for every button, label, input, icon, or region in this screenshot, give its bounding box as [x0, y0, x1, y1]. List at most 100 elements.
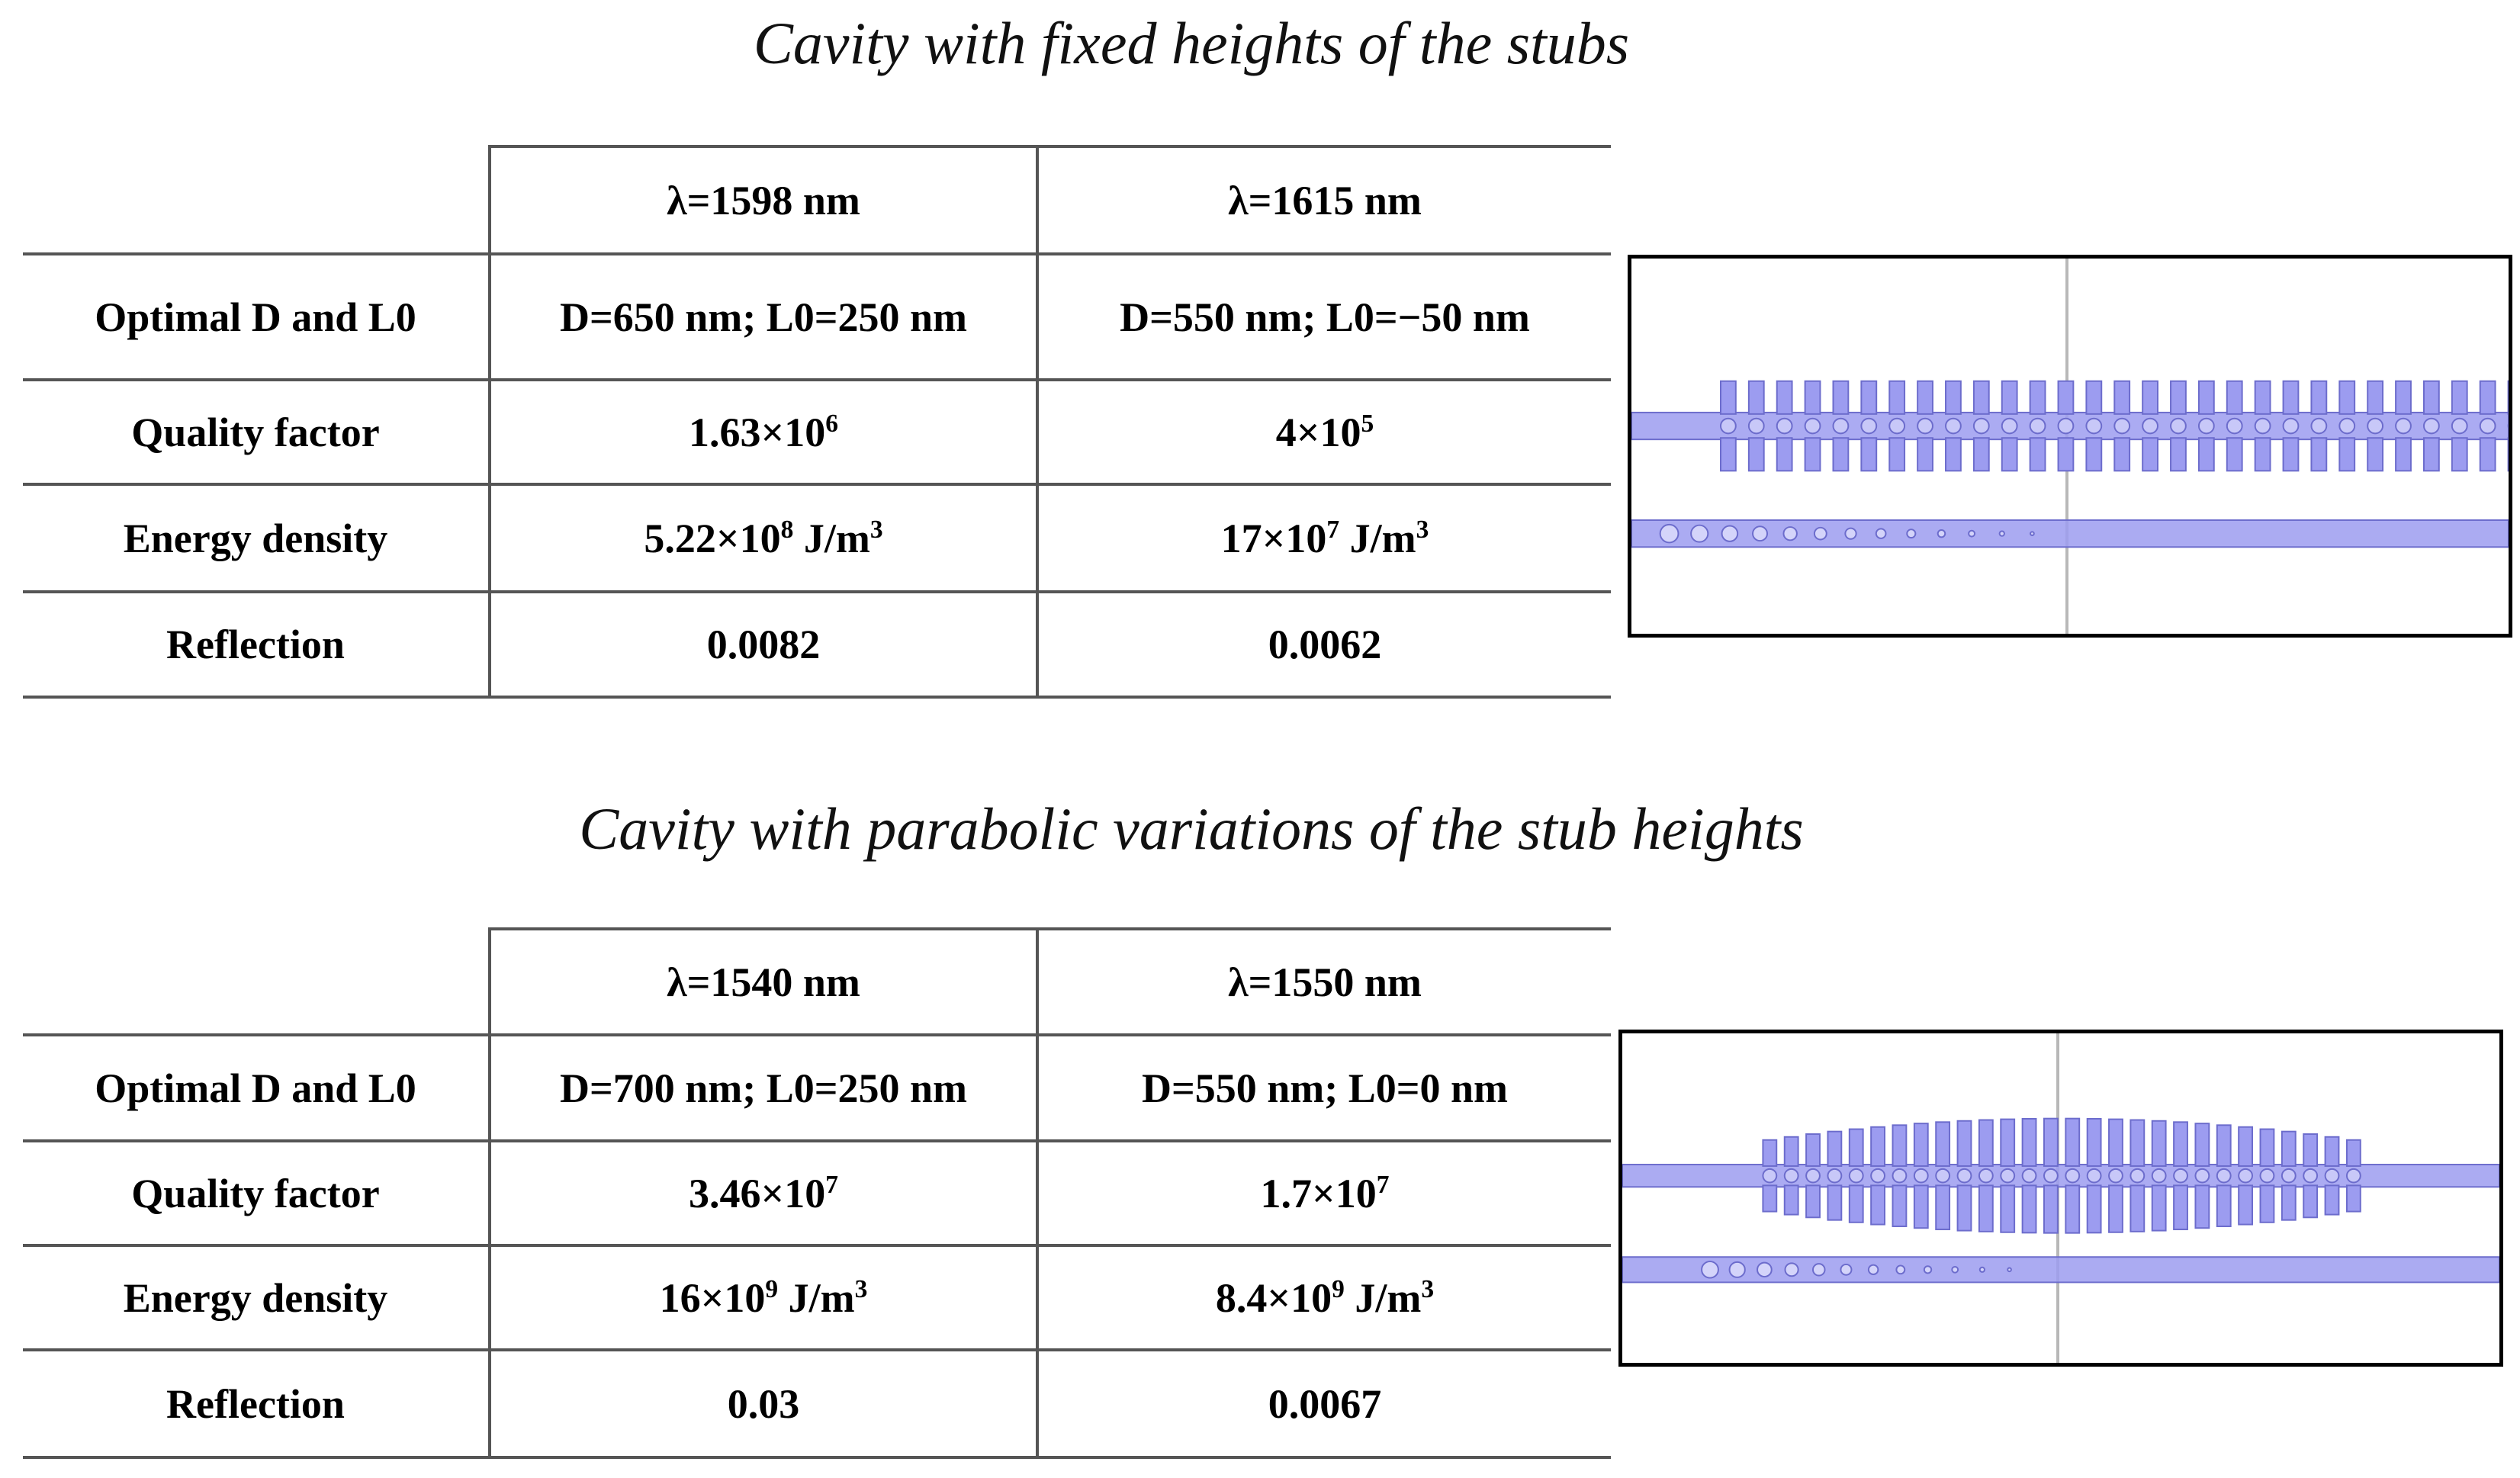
stub [1917, 437, 1933, 472]
stub [1805, 1133, 1821, 1167]
table-cell: 16×109 J/m3 [488, 1244, 1039, 1351]
stub [2395, 437, 2412, 472]
stub [1860, 437, 1878, 472]
results-table-fixed: λ=1598 nm λ=1615 nm Optimal D and L0 D=6… [23, 145, 1611, 699]
row-label: Quality factor [23, 378, 491, 486]
stub [2479, 437, 2496, 472]
stub [2151, 1184, 2167, 1232]
waveguide-hole [1906, 529, 1917, 539]
stub-hole [1747, 417, 1765, 435]
waveguide-hole [2030, 531, 2035, 537]
stub [1892, 1184, 1908, 1228]
stub [1804, 380, 1821, 415]
stub [1956, 1184, 1972, 1232]
lower-waveguide-bar [1622, 1256, 2499, 1284]
stub-hole [2170, 417, 2187, 435]
stub [2310, 380, 2328, 415]
stub [1848, 1184, 1864, 1223]
stub-hole [2216, 1168, 2232, 1184]
table-cell: 3.46×107 [488, 1139, 1039, 1247]
waveguide-hole [1752, 525, 1769, 542]
table-cell: 0.0062 [1036, 590, 1611, 699]
cell-exponent: 9 [765, 1274, 779, 1303]
waveguide-hole [1968, 529, 1976, 538]
stub [2029, 437, 2046, 472]
stub [1892, 1124, 1908, 1167]
stub-hole [1805, 1168, 1821, 1184]
stub [1935, 1184, 1951, 1231]
cell-unit-exponent: 3 [1416, 515, 1429, 544]
stub [2310, 437, 2328, 472]
stub [2345, 1184, 2361, 1213]
stub [2142, 380, 2158, 415]
stub-hole [1762, 1168, 1778, 1184]
cell-base: 3.46×10 [688, 1170, 826, 1216]
stub-hole [2043, 1168, 2059, 1184]
stub [2282, 437, 2300, 472]
caption-fixed-stubs: Cavity with fixed heights of the stubs [753, 10, 1630, 76]
cell-base: 1.7×10 [1260, 1170, 1377, 1216]
stub-hole [2113, 417, 2131, 435]
row-label: Optimal D and L0 [23, 252, 491, 381]
stub [2043, 1117, 2059, 1167]
stub-hole [2395, 417, 2412, 435]
stub [2085, 380, 2103, 415]
waveguide-hole [1721, 525, 1739, 542]
stub [2086, 1184, 2102, 1234]
cell-base: 17×10 [1220, 515, 1327, 561]
cell-unit: J/m [793, 515, 870, 561]
stub [2238, 1184, 2254, 1226]
stub [2422, 380, 2440, 415]
stub [1719, 437, 1737, 472]
stub-hole [1848, 1168, 1864, 1184]
stub [1913, 1123, 1929, 1167]
stub-hole [1827, 1168, 1843, 1184]
cell-exponent: 6 [825, 409, 838, 438]
waveguide-hole [1701, 1261, 1719, 1279]
waveguide-bar [1622, 1164, 2499, 1188]
lower-waveguide-bar [1631, 519, 2509, 548]
row-label: Energy density [23, 483, 491, 593]
stub [1776, 437, 1793, 472]
stub-hole [2085, 417, 2103, 435]
waveguide-hole [1659, 523, 1679, 544]
stub [2324, 1136, 2340, 1167]
stub [1783, 1184, 1799, 1216]
stub-hole [1972, 417, 1990, 435]
stub [2129, 1119, 2146, 1167]
cell-base: 16×10 [659, 1274, 766, 1321]
cell-base: 1.63×10 [688, 409, 826, 455]
row-label: Optimal D and L0 [23, 1033, 491, 1142]
stub [2142, 437, 2158, 472]
stub [2173, 1184, 2188, 1231]
stub-hole [1804, 417, 1821, 435]
stub-hole [2173, 1168, 2188, 1184]
stub-hole [2345, 1168, 2361, 1184]
cell-base: 8.4×10 [1215, 1274, 1332, 1321]
stub [2259, 1184, 2275, 1223]
stub-hole [1956, 1168, 1972, 1184]
caption-parabolic-stubs: Cavity with parabolic variations of the … [579, 795, 1804, 862]
stub [2282, 380, 2300, 415]
stub [2324, 1184, 2340, 1216]
stub [2170, 437, 2187, 472]
stub-hole [2479, 417, 2496, 435]
stub [2065, 1184, 2081, 1234]
stub [2479, 380, 2496, 415]
cell-unit: J/m [1339, 515, 1416, 561]
stub [2151, 1120, 2167, 1167]
table-row: Optimal D and L0 D=650 nm; L0=250 nm D=5… [23, 252, 1611, 381]
stub [2001, 380, 2018, 415]
table-cell: D=550 nm; L0=−50 nm [1036, 252, 1611, 381]
cell-exponent: 7 [1376, 1170, 1390, 1199]
stub [2303, 1133, 2319, 1167]
stub-hole [1978, 1168, 1994, 1184]
stub [2216, 1124, 2232, 1167]
stub [1860, 380, 1878, 415]
stub [1719, 380, 1737, 415]
waveguide-hole [1757, 1261, 1773, 1278]
stub [2129, 1184, 2146, 1232]
stub [1783, 1136, 1799, 1167]
stub [1935, 1121, 1951, 1167]
stub [1870, 1184, 1885, 1226]
